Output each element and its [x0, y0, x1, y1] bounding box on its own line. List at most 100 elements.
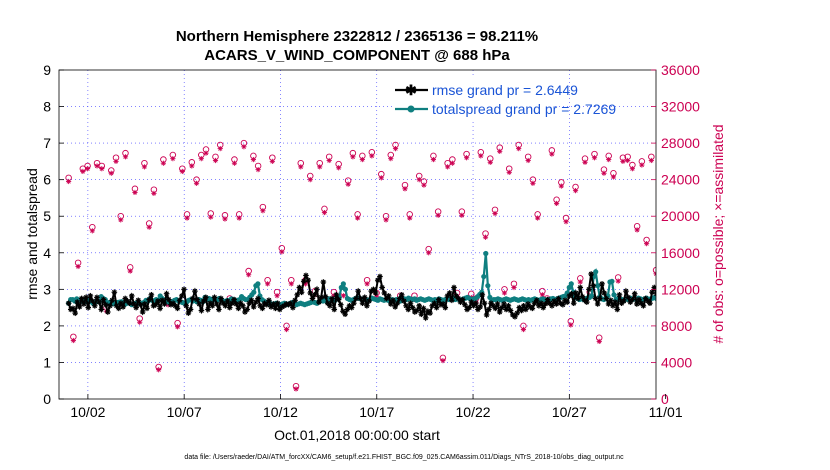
obs-assimilated-point — [459, 212, 465, 218]
rmse-point — [148, 292, 155, 298]
spread-point — [251, 289, 257, 295]
obs-assimilated-point — [340, 293, 347, 299]
rmse-point — [198, 307, 205, 314]
obs-assimilated-point — [653, 271, 656, 277]
rmse-point — [135, 297, 142, 304]
rmse-point — [189, 295, 196, 302]
rmse-point — [120, 304, 126, 310]
rmse-point — [658, 298, 664, 304]
y-axis-left-label: rmse and totalspread — [24, 168, 40, 300]
obs-assimilated-point — [75, 263, 81, 270]
chart-title-line1: Northern Hemisphere 2322812 / 2365136 = … — [176, 28, 538, 45]
obs-assimilated-point — [487, 159, 493, 165]
rmse-point — [333, 292, 340, 298]
rmse-point — [211, 294, 218, 301]
rmse-point — [109, 297, 115, 304]
rmse-point — [72, 310, 78, 316]
rmse-point — [331, 306, 338, 313]
rmse-point — [133, 304, 139, 311]
rmse-point — [253, 299, 259, 305]
obs-assimilated-point — [482, 234, 489, 240]
rmse-point — [314, 286, 320, 293]
obs-assimilated-point — [634, 227, 640, 233]
footnote: data file: /Users/raeder/DAI/ATM_forcXX/… — [184, 454, 624, 461]
rmse-point — [390, 297, 396, 304]
rmse-point — [459, 296, 466, 303]
rmse-point — [337, 301, 344, 308]
obs-assimilated-point — [402, 186, 408, 192]
y-left-tick-label: 7 — [43, 135, 51, 151]
rmse-point — [529, 305, 536, 312]
rmse-point — [583, 299, 590, 305]
rmse-point — [610, 302, 616, 309]
rmse-point — [605, 301, 612, 307]
rmse-point — [165, 296, 172, 303]
rmse-point — [607, 297, 614, 304]
rmse-point — [431, 300, 438, 307]
obs-assimilated-point — [378, 175, 384, 181]
rmse-point — [124, 298, 131, 304]
obs-assimilated-point — [558, 183, 564, 189]
spread-point — [609, 278, 615, 284]
rmse-point — [496, 309, 503, 315]
rmse-point — [433, 304, 440, 311]
y-right-tick-label: 0 — [661, 391, 669, 407]
obs-assimilated-point — [198, 156, 204, 162]
rmse-point — [263, 301, 270, 308]
rmse-point — [647, 300, 653, 307]
obs-assimilated-point — [212, 157, 219, 164]
y-right-tick-label: 8000 — [661, 318, 692, 334]
obs-assimilated-point — [426, 250, 432, 256]
rmse-point — [621, 298, 627, 304]
y-right-tick-label: 4000 — [661, 354, 692, 370]
rmse-point — [102, 301, 109, 308]
rmse-point — [316, 299, 322, 305]
rmse-point — [370, 286, 377, 293]
rmse-point — [564, 299, 570, 305]
obs-assimilated-point — [141, 164, 148, 170]
rmse-point — [270, 301, 277, 307]
y-left-tick-label: 3 — [43, 281, 51, 297]
rmse-point — [405, 306, 412, 313]
spread-point — [483, 250, 489, 257]
rmse-point — [76, 304, 83, 310]
rmse-point — [250, 304, 257, 310]
rmse-point — [83, 294, 89, 301]
rmse-point — [494, 301, 501, 307]
obs-assimilated-point — [66, 178, 72, 185]
rmse-point — [209, 302, 216, 309]
obs-assimilated-point — [274, 293, 280, 299]
rmse-point — [272, 305, 279, 312]
rmse-point — [213, 301, 220, 307]
obs-assimilated-point — [246, 272, 252, 278]
rmse-point — [366, 298, 372, 304]
rmse-point — [294, 292, 301, 298]
x-tick-label: 11/01 — [649, 404, 683, 420]
rmse-point — [65, 300, 72, 307]
rmse-point — [176, 297, 183, 304]
y-right-tick-label: 12000 — [661, 281, 700, 297]
rmse-point — [128, 293, 135, 299]
rmse-point — [287, 300, 294, 307]
spread-point — [255, 281, 261, 287]
rmse-point — [216, 306, 222, 313]
rmse-point — [612, 299, 618, 305]
rmse-point — [422, 315, 429, 321]
rmse-point — [100, 296, 107, 303]
obs-assimilated-point — [84, 166, 91, 172]
rmse-point — [255, 295, 261, 302]
obs-assimilated-point — [94, 163, 100, 169]
rmse-point — [414, 307, 420, 314]
rmse-point — [385, 293, 392, 299]
rmse-point — [468, 299, 475, 305]
obs-assimilated-point — [601, 170, 607, 176]
obs-assimilated-point — [525, 157, 531, 164]
rmse-point — [192, 288, 198, 294]
obs-assimilated-point — [184, 215, 190, 221]
rmse-point — [161, 301, 168, 307]
rmse-point — [401, 298, 407, 304]
obs-assimilated-point — [520, 326, 527, 333]
obs-assimilated-point — [445, 164, 451, 170]
rmse-point — [555, 295, 562, 302]
